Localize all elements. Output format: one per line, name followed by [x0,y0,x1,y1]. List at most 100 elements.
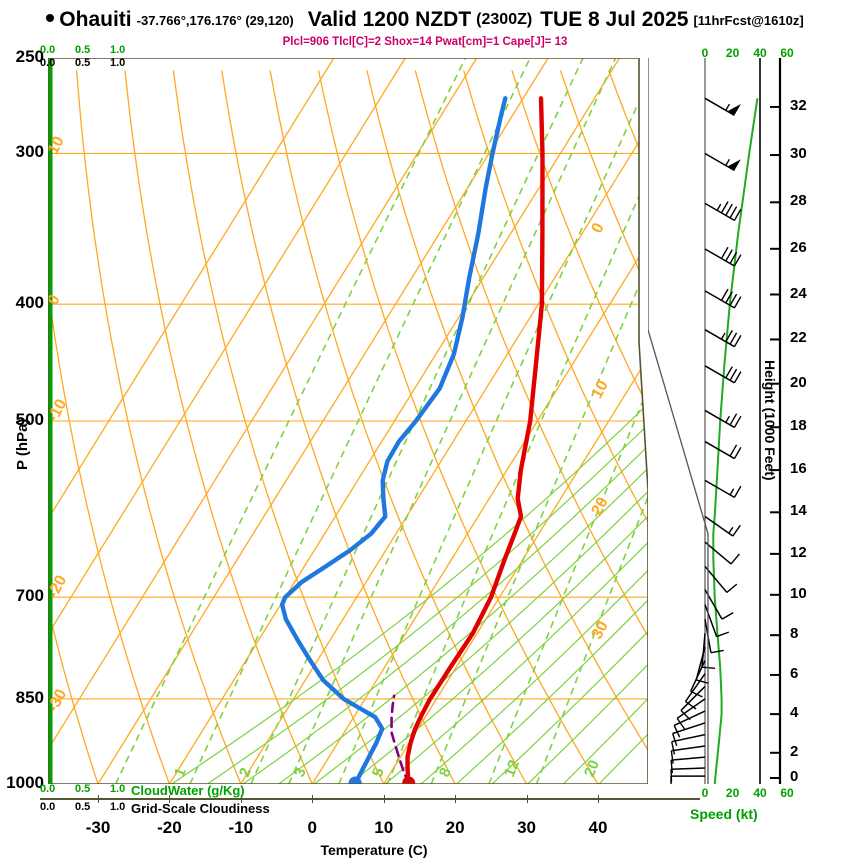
mixing-ratio-line [114,58,467,784]
isotherm-line [48,58,406,784]
barb-half [716,203,722,211]
wind-barb [704,541,740,565]
height-tick-0: 0 [790,768,799,785]
mixing-ratio-line [250,58,584,784]
barb-full [733,296,742,309]
barb-full [671,733,678,747]
pressure-tick-400: 400 [15,293,44,313]
isotherm-line [383,58,648,784]
barb-pennant [727,159,741,171]
barb-half [725,103,731,111]
cloudwater-tick-0.0-top: 0.0 [40,44,56,56]
barb-full [685,700,697,710]
barb-staff [695,646,706,681]
height-tick-24: 24 [790,284,807,302]
cloudwater-axis-title: CloudWater (g/Kg) [131,783,245,798]
moist-adiabat [456,67,648,784]
dry-adiabat [48,70,171,784]
height-tick-18: 18 [790,417,807,435]
barb-staff [680,685,706,711]
barb-half [725,158,731,166]
barb-half [720,332,726,340]
isotherm-line [48,58,478,784]
barb-full [733,446,742,459]
cloudwater-tick-0.5-bottom: 0.5 [75,783,91,795]
height-tick-12: 12 [790,543,807,561]
temperature-tick--30: -30 [85,818,111,837]
temperature-tick-10: 10 [374,818,394,837]
barb-staff [704,541,732,565]
pressure-tick-300: 300 [15,142,44,162]
skewt-plot: 10 0 -10 -20 -30 0 10 20 30 1 2 3 5 8 12 20 [48,58,648,784]
wind-barb [704,201,742,222]
isotherm-label-right: 20 [589,495,612,519]
dry-adiabat [75,70,242,784]
temperature-tick-20: 20 [445,818,465,837]
height-tick-28: 28 [790,192,807,210]
temperature-tick-30: 30 [517,818,537,837]
valid-time-zulu: (2300Z) [476,11,533,28]
profile-temperature [405,96,545,784]
pressure-tick-850: 850 [15,687,44,707]
title-line: Ohauiti -37.766°,176.176° (29,120) Valid 1… [0,8,850,32]
station-coords: -37.766°,176.176° (29,120) [136,12,294,28]
temperature-tick--10: -10 [228,818,254,837]
barb-half [725,415,731,423]
barb-staff [704,515,734,537]
moist-adiabat [313,58,648,784]
barb-half [728,526,734,534]
height-axis-svg [770,58,782,784]
barb-staff [684,673,706,702]
height-axis [768,58,850,784]
chart-header: Ohauiti -37.766°,176.176° (29,120) Valid 1… [0,8,850,48]
speed-axis-title: Speed (kt) [690,806,758,822]
wind-barb [676,698,706,730]
wind-barb [704,329,742,348]
mixing-ratio-label: 12 [501,758,523,780]
barb-full [725,330,733,343]
wind-barb-panel [647,58,768,790]
wind-panel-diagonal [647,329,709,534]
height-tick-26: 26 [790,238,807,256]
barb-full [696,679,709,684]
pressure-tick-250: 250 [15,47,44,66]
dry-adiabat [463,70,648,784]
barb-full [729,293,738,306]
barb-full [729,251,738,264]
barb-staff [670,767,706,770]
station-marker-icon [46,14,55,22]
marker-surface-dewpoint [348,776,362,784]
height-tick-10: 10 [790,584,807,602]
cloudiness-tick-0.5-top: 0.5 [75,57,91,69]
speed-tick-40-bottom: 40 [753,786,767,800]
moist-adiabat [349,58,648,784]
dry-adiabat [269,70,528,784]
barb-pennant [727,104,741,116]
isotherm-line [48,58,335,784]
barb-half [729,488,735,496]
moist-adiabat [171,58,648,784]
marker-surface-temperature [402,776,416,784]
dry-adiabat [317,70,599,784]
height-tick-2: 2 [790,742,799,760]
height-tick-6: 6 [790,664,799,682]
wind-barb [704,515,741,537]
temperature-tick-40: 40 [588,818,608,837]
speed-tick-0-bottom: 0 [701,786,709,800]
barb-full [733,208,742,221]
dry-adiabat [414,70,648,784]
mixing-ratio-line [386,58,648,784]
height-tick-22: 22 [790,329,807,347]
speed-tick-20-top: 20 [725,46,740,60]
height-tick-4: 4 [790,704,799,722]
temperature-tick-0: 0 [307,818,318,837]
isotherm-line [240,58,648,784]
barb-full [670,760,673,774]
wind-barb [704,409,742,429]
height-tick-14: 14 [790,502,807,520]
barb-full [729,413,738,426]
pressure-tick-500: 500 [15,410,44,429]
dry-adiabat [511,70,648,784]
